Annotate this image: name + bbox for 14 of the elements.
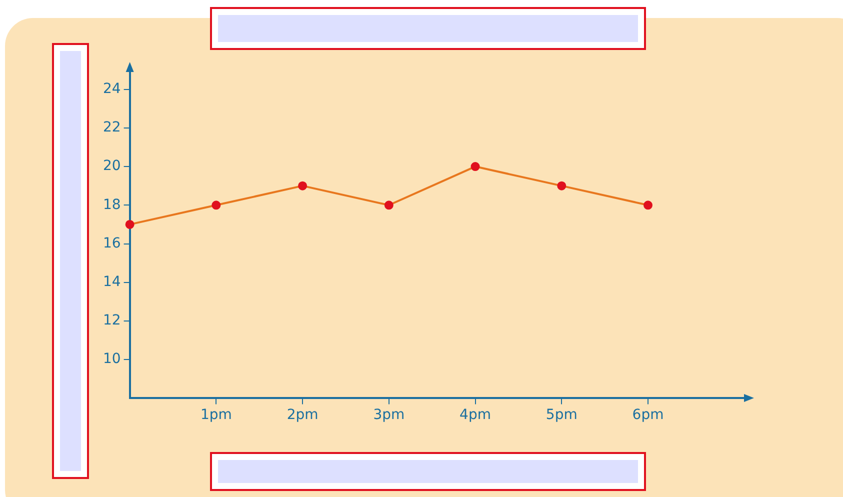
y-tick-label: 24 <box>102 80 121 97</box>
y-tick-label: 12 <box>102 312 121 329</box>
y-tick-label: 10 <box>102 351 121 368</box>
x-tick-label: 3pm <box>373 407 405 424</box>
y-tick-label: 16 <box>102 235 121 252</box>
x-tick-label: 4pm <box>460 407 491 424</box>
y-tick-label: 20 <box>102 158 121 174</box>
y-tick-label: 18 <box>102 196 121 213</box>
x-tick-label: 5pm <box>546 407 578 424</box>
x-tick-label: 1pm <box>200 407 232 424</box>
x-tick-label: 2pm <box>286 407 318 424</box>
y-tick-label: 22 <box>102 120 121 136</box>
x-tick-label: 6pm <box>632 407 664 424</box>
y-tick-label: 14 <box>102 274 121 290</box>
